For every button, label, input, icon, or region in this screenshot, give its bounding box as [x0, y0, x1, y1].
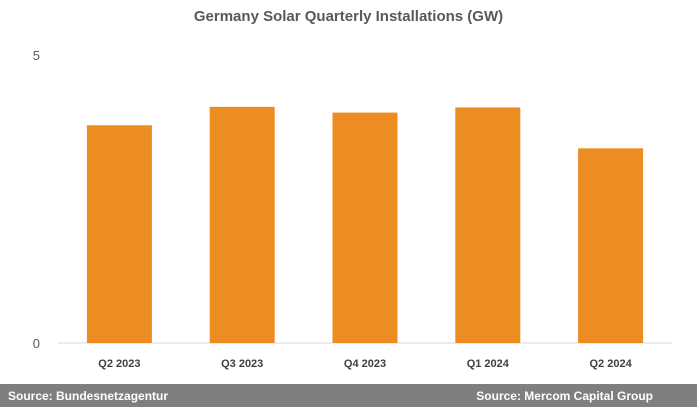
bars-group — [86, 106, 644, 343]
bar — [578, 148, 644, 343]
x-tick-label: Q2 2023 — [98, 358, 140, 370]
x-tick-label: Q4 2023 — [344, 358, 386, 370]
y-tick-label: 0 — [33, 336, 40, 351]
source-left-label: Source: Bundesnetzagentur — [8, 389, 169, 403]
x-tick-label: Q3 2023 — [221, 358, 263, 370]
chart-title: Germany Solar Quarterly Installations (G… — [193, 8, 504, 25]
source-footer: Source: Bundesnetzagentur Source: Mercom… — [0, 384, 697, 407]
bar — [455, 107, 521, 343]
bar — [332, 112, 398, 343]
category-labels-group: Q2 2023 Q3 2023 Q4 2023 Q1 2024 Q2 2024 — [98, 358, 632, 370]
bar-chart: 0 5 Q2 2023 Q3 2023 Q4 2023 Q1 2024 Q2 2024 — [33, 48, 672, 370]
bar — [86, 125, 152, 343]
y-tick-label: 5 — [33, 48, 40, 63]
bar — [209, 106, 275, 343]
source-right-label: Source: Mercom Capital Group — [476, 389, 653, 403]
x-tick-label: Q2 2024 — [589, 358, 632, 370]
x-tick-label: Q1 2024 — [467, 358, 510, 370]
